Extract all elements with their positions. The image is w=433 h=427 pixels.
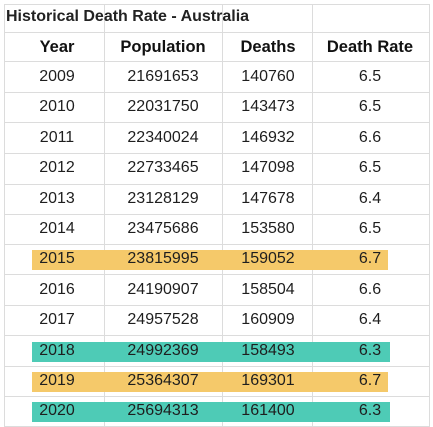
gridline-horizontal (4, 274, 430, 275)
cell-deaths[interactable]: 158504 (241, 281, 295, 298)
cell-year[interactable]: 2018 (39, 342, 75, 359)
cell-deaths[interactable]: 169301 (241, 372, 295, 389)
cell-population[interactable]: 24957528 (127, 311, 199, 328)
cell-year[interactable]: 2020 (39, 402, 75, 419)
gridline-horizontal (4, 153, 430, 154)
cell-deaths[interactable]: 146932 (241, 129, 295, 146)
cell-deaths[interactable]: 140760 (241, 68, 295, 85)
cell-deaths[interactable]: 160909 (241, 311, 295, 328)
cell-population[interactable]: 25694313 (127, 402, 199, 419)
cell-deaths[interactable]: 159052 (241, 250, 295, 267)
cell-population[interactable]: 22031750 (127, 98, 199, 115)
cell-death-rate[interactable]: 6.7 (358, 372, 382, 389)
table-row[interactable]: 2018 24992369 158493 6.3 (0, 336, 433, 366)
column-header-year: Year (39, 38, 75, 56)
gridline-horizontal (4, 184, 430, 185)
gridline-horizontal (4, 32, 430, 33)
cell-population[interactable]: 24190907 (127, 281, 199, 298)
cell-population[interactable]: 21691653 (127, 68, 199, 85)
gridline-horizontal (4, 366, 430, 367)
cell-year[interactable]: 2013 (39, 190, 75, 207)
cell-deaths[interactable]: 147678 (241, 190, 295, 207)
cell-year[interactable]: 2016 (39, 281, 75, 298)
cell-population[interactable]: 25364307 (127, 372, 199, 389)
cell-population[interactable]: 22340024 (127, 129, 199, 146)
row-highlight-teal (32, 402, 390, 422)
cell-death-rate[interactable]: 6.4 (358, 311, 382, 328)
cell-year[interactable]: 2011 (39, 129, 75, 146)
table-row[interactable]: 2020 25694313 161400 6.3 (0, 396, 433, 426)
gridline-horizontal (4, 214, 430, 215)
row-highlight-yellow (32, 250, 388, 270)
cell-death-rate[interactable]: 6.7 (358, 250, 382, 267)
gridline-horizontal (4, 396, 430, 397)
cell-deaths[interactable]: 158493 (241, 342, 295, 359)
sheet-title: Historical Death Rate - Australia (6, 8, 250, 25)
cell-year[interactable]: 2019 (39, 372, 75, 389)
gridline-horizontal (4, 4, 430, 5)
cell-death-rate[interactable]: 6.3 (358, 342, 382, 359)
table-row[interactable]: 2011 22340024 146932 6.6 (0, 123, 433, 153)
cell-population[interactable]: 23128129 (127, 190, 199, 207)
gridline-vertical (104, 4, 105, 427)
gridline-vertical (4, 4, 5, 427)
table-row[interactable]: 2013 23128129 147678 6.4 (0, 184, 433, 214)
table-row[interactable]: 2010 22031750 143473 6.5 (0, 92, 433, 122)
gridline-horizontal (4, 61, 430, 62)
column-header-death-rate: Death Rate (326, 38, 414, 56)
cell-year[interactable]: 2015 (39, 250, 75, 267)
cell-population[interactable]: 22733465 (127, 159, 199, 176)
cell-deaths[interactable]: 143473 (241, 98, 295, 115)
cell-death-rate[interactable]: 6.6 (358, 129, 382, 146)
cell-population[interactable]: 23475686 (127, 220, 199, 237)
cell-year[interactable]: 2017 (39, 311, 75, 328)
gridline-vertical (429, 4, 430, 427)
table-row[interactable]: 2019 25364307 169301 6.7 (0, 366, 433, 396)
table-row[interactable]: 2012 22733465 147098 6.5 (0, 153, 433, 183)
table-row[interactable]: 2015 23815995 159052 6.7 (0, 244, 433, 274)
cell-deaths[interactable]: 147098 (241, 159, 295, 176)
table-row[interactable]: 2009 21691653 140760 6.5 (0, 62, 433, 92)
cell-year[interactable]: 2012 (39, 159, 75, 176)
cell-death-rate[interactable]: 6.6 (358, 281, 382, 298)
cell-death-rate[interactable]: 6.4 (358, 190, 382, 207)
cell-death-rate[interactable]: 6.5 (358, 68, 382, 85)
cell-death-rate[interactable]: 6.3 (358, 402, 382, 419)
table-row[interactable]: 2017 24957528 160909 6.4 (0, 305, 433, 335)
gridline-horizontal (4, 244, 430, 245)
header-row: Year Population Deaths Death Rate (0, 32, 433, 62)
column-header-population: Population (120, 38, 206, 56)
row-highlight-teal (32, 342, 390, 362)
cell-year[interactable]: 2009 (39, 68, 75, 85)
cell-year[interactable]: 2014 (39, 220, 75, 237)
cell-population[interactable]: 23815995 (127, 250, 199, 267)
table-row[interactable]: 2014 23475686 153580 6.5 (0, 214, 433, 244)
gridline-vertical (312, 4, 313, 427)
cell-death-rate[interactable]: 6.5 (358, 220, 382, 237)
gridline-vertical (222, 4, 223, 427)
cell-population[interactable]: 24992369 (127, 342, 199, 359)
gridline-horizontal (4, 335, 430, 336)
gridline-horizontal (4, 122, 430, 123)
table-row[interactable]: 2016 24190907 158504 6.6 (0, 275, 433, 305)
row-highlight-yellow (32, 372, 388, 392)
cell-deaths[interactable]: 161400 (241, 402, 295, 419)
cell-death-rate[interactable]: 6.5 (358, 98, 382, 115)
gridline-horizontal (4, 305, 430, 306)
gridline-horizontal (4, 92, 430, 93)
cell-deaths[interactable]: 153580 (241, 220, 295, 237)
cell-year[interactable]: 2010 (39, 98, 75, 115)
column-header-deaths: Deaths (240, 38, 296, 56)
cell-death-rate[interactable]: 6.5 (358, 159, 382, 176)
